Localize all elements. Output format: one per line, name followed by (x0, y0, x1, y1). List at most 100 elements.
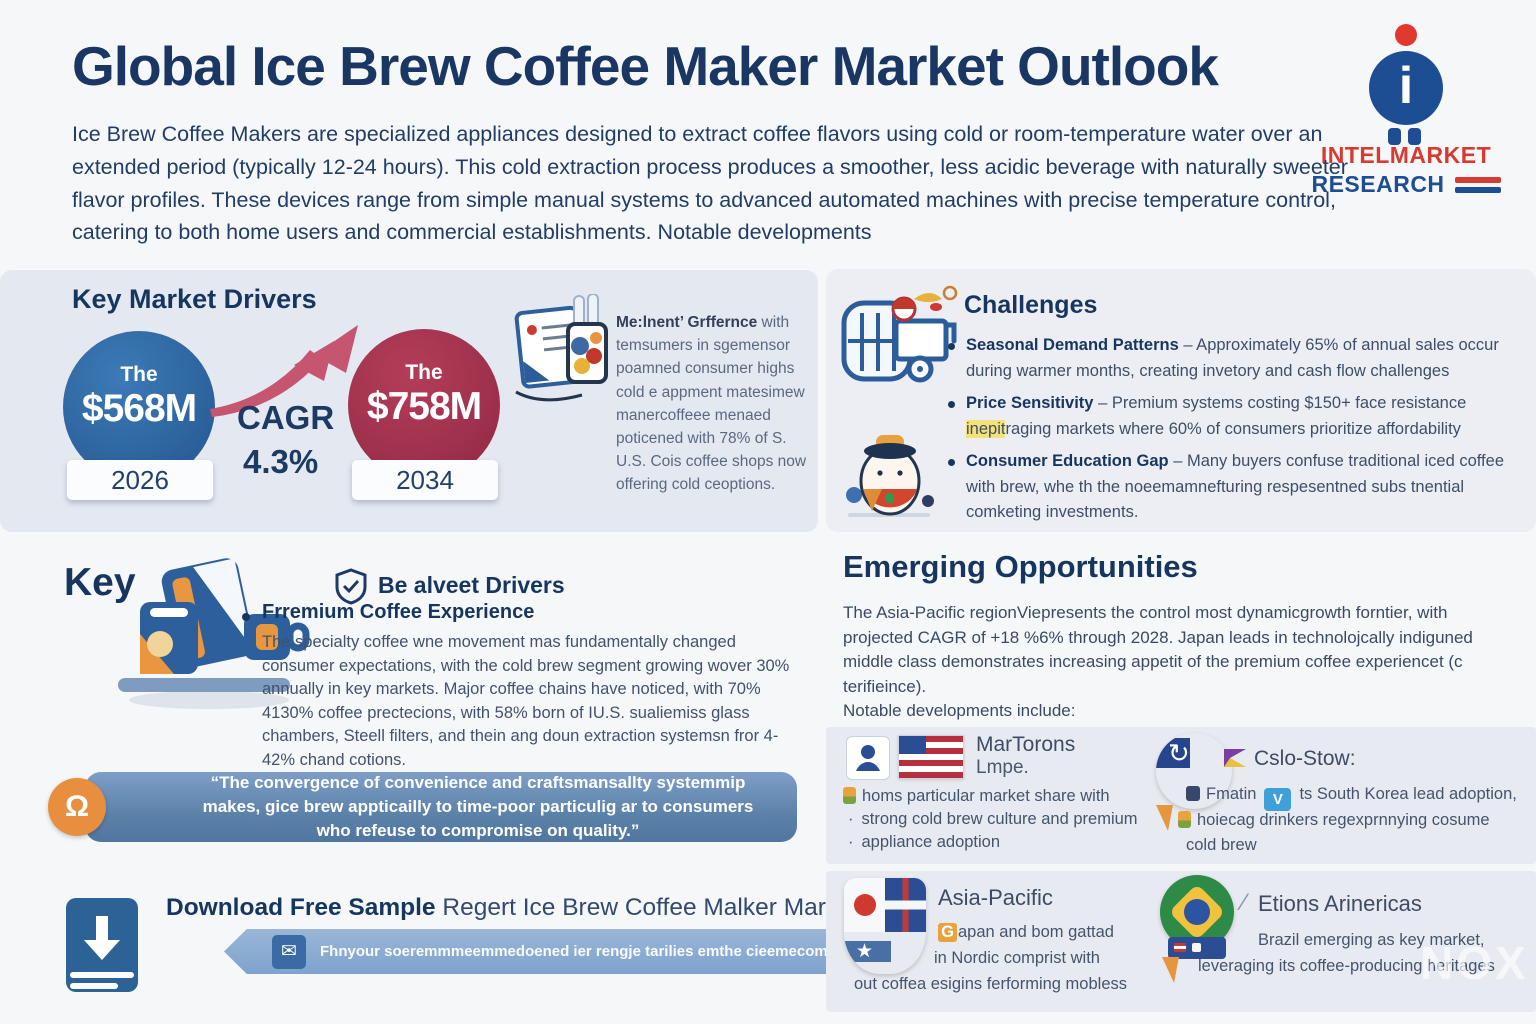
brand-logo: i INTELMARKET RESEARCH (1311, 24, 1501, 198)
download-title-bold: Download Free Sample (166, 894, 436, 921)
flag-tail-icon (1156, 805, 1173, 831)
mini-badge-icon (1186, 786, 1200, 801)
region-card-line: cold brew (1186, 836, 1257, 854)
bullet-dot-icon (242, 613, 250, 621)
envelope-icon: ✉ (272, 934, 306, 969)
stars-icon (844, 940, 892, 974)
pennant-icon (1224, 749, 1246, 767)
logo-red-dot-icon (1395, 24, 1417, 46)
challenge-item: Price Sensitivity – Premium systems cost… (944, 391, 1530, 442)
challenge-title: Consumer Education Gap (966, 452, 1169, 470)
market-value-prefix: The (405, 361, 443, 384)
tulip-app-icon (1264, 788, 1292, 811)
uk-flag-icon (885, 878, 926, 932)
region-card-line: in Nordic comprist with (934, 949, 1100, 967)
report-and-coldbrew-illustration (512, 293, 617, 429)
region-card-title: Asia-Pacific (938, 885, 1053, 910)
logo-bars-icon (1454, 176, 1501, 193)
drivers-note: Me:lnent’ Grffernce with temsumers in sg… (616, 311, 818, 497)
watermark: NOX (1420, 937, 1529, 989)
challenge-title: Seasonal Demand Patterns (966, 336, 1179, 354)
brand-name-line2: RESEARCH (1311, 171, 1445, 197)
challenges-panel: Challenges Seasonal Demand Patterns – Ap… (826, 269, 1536, 532)
quote-box: “The convergence of convenience and craf… (85, 772, 797, 842)
quote-loop-icon: Ω (48, 778, 106, 836)
download-banner-text: Fhnyour soeremmmeemmedoened ier rengje t… (320, 943, 828, 960)
flag-tail-icon (1162, 957, 1179, 983)
region-card-title: Etions Arinericas (1258, 891, 1422, 916)
key-label: Key (64, 561, 136, 604)
emerging-heading: Emerging Opportunities (843, 549, 1198, 584)
laptop-coffee-illustration (104, 548, 319, 718)
challenge-title: Price Sensitivity (966, 394, 1094, 412)
logo-i-icon: i (1369, 51, 1443, 125)
region-card-line: appliance adoption (848, 831, 1001, 854)
market-value-2026: $568M (81, 387, 197, 430)
mini-badge-icon (843, 787, 856, 804)
region-card-line: Fmatints South Korea lead adoption, (1186, 783, 1517, 811)
region-card-line: homs particular market share with (843, 785, 1110, 808)
cagr-label: CAGR (237, 399, 335, 436)
brazil-banner-icon (1168, 937, 1226, 959)
region-card-line: out coffea esigins ferforming mobless (854, 975, 1127, 993)
region-card-line: hoiecag drinkers regexprnnying cosume (1178, 809, 1490, 832)
market-value-2034: $758M (366, 385, 482, 428)
coffee-mascot-icon (842, 427, 938, 528)
company-chip-icon (846, 736, 890, 780)
drivers-note-lead: Me:lnent’ Grffernce (616, 314, 758, 331)
region-card-title: Cslo-Stow: (1254, 747, 1356, 770)
logo-foot-icon (1408, 128, 1421, 145)
intro-paragraph: Ice Brew Coffee Makers are specialized a… (72, 122, 1348, 245)
region-card-line: strong cold brew culture and premium (848, 808, 1138, 831)
emerging-intro: The Asia-Pacific regionViepresents the c… (843, 601, 1519, 724)
challenge-item: Seasonal Demand Patterns – Approximately… (944, 333, 1530, 384)
challenges-list: Seasonal Demand Patterns – Approximately… (944, 333, 1530, 533)
region-cards-row-1: MarTorons Lmpe. homs particular market s… (826, 727, 1536, 864)
japan-flag-icon (844, 878, 885, 932)
region-card-line: Brazil emerging as key market, (1258, 931, 1485, 949)
us-flag-icon (898, 735, 964, 779)
key-market-drivers-heading: Key Market Drivers (72, 284, 317, 314)
behavioral-drivers-heading: Be alveet Drivers (378, 572, 565, 598)
emerging-intro-tail: Notable developments include: (843, 701, 1076, 721)
region-card-line: leveraging its coffee-producing heritage… (1198, 957, 1495, 975)
brazil-flag-icon (1160, 875, 1234, 949)
challenge-text: – Premium systems costing $150+ face res… (1093, 394, 1467, 412)
challenge-item: Consumer Education Gap – Many buyers con… (944, 449, 1530, 526)
page-title: Global Ice Brew Coffee Maker Market Outl… (72, 35, 1219, 97)
growth-arrow-icon (208, 317, 363, 432)
download-title-rest: Regert Ice Brew Coffee Malker Marker. (435, 894, 866, 921)
region-card-subtitle: Lmpe. (976, 757, 1029, 778)
brand-logo-icon: i (1356, 24, 1456, 145)
cagr-value: 4.3% (243, 443, 319, 480)
premium-coffee-title: Frremium Coffee Experience (262, 601, 535, 623)
market-cart-icon (838, 279, 960, 394)
challenges-heading: Challenges (964, 291, 1098, 319)
key-market-drivers-panel: Key Market Drivers The $568M 2026 CAGR 4… (0, 269, 818, 532)
brand-name-line1: INTELMARKET (1320, 142, 1492, 168)
mini-badge-icon (1178, 811, 1191, 828)
slash-icon: ∕ (1242, 889, 1247, 916)
market-value-prefix: The (120, 363, 158, 386)
emerging-intro-text: The Asia-Pacific regionViepresents the c… (843, 603, 1473, 696)
drivers-note-rest: with temsumers in sgemensor poamned cons… (616, 314, 807, 494)
year-2034-label: 2034 (352, 460, 498, 500)
shield-check-icon (334, 568, 368, 611)
letter-chip-icon: G (938, 923, 957, 942)
logo-foot-icon (1388, 128, 1401, 145)
download-banner-button[interactable]: ✉ Fhnyour soeremmmeemmedoened ier rengje… (224, 929, 876, 974)
market-value-2026-circle: The $568M (63, 331, 215, 483)
year-2026-label: 2026 (67, 460, 213, 500)
circular-arrow-icon (1156, 738, 1190, 768)
download-book-icon (62, 896, 142, 1005)
download-title: Download Free Sample Regert Ice Brew Cof… (166, 894, 865, 922)
market-value-2034-circle: The $758M (348, 329, 500, 481)
quote-text: “The convergence of convenience and craf… (202, 773, 754, 840)
region-card-title: MarTorons (976, 733, 1076, 756)
challenge-text: – Approximately 65% of annual sales occu… (966, 336, 1499, 380)
asia-pacific-shield-icon (844, 878, 926, 974)
challenge-text: – Many buyers confuse traditional iced c… (966, 452, 1504, 521)
